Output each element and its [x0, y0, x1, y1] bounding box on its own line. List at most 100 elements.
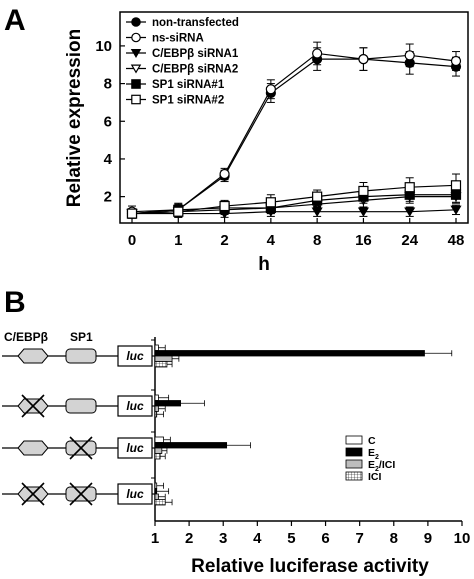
- luc-label: luc: [126, 399, 144, 413]
- x-tick-label: 24: [401, 232, 418, 249]
- x-tick-label: 2: [220, 232, 228, 249]
- data-point: [173, 206, 184, 217]
- bar: [154, 436, 164, 443]
- x-tick-label: 5: [287, 530, 295, 547]
- y-axis-label: Relative expression: [64, 29, 85, 207]
- y-tick-label: 4: [104, 151, 113, 168]
- bar: [154, 361, 168, 368]
- x-tick-label: 4: [253, 530, 262, 547]
- construct-2: luc: [2, 394, 155, 418]
- series-line: [131, 184, 457, 215]
- legend-label: ns-siRNA: [152, 33, 204, 45]
- y-tick-label: 8: [104, 76, 112, 93]
- x-tick-label: 6: [321, 530, 329, 547]
- x-tick-label: 2: [185, 530, 193, 547]
- x-tick-label: 4: [267, 232, 276, 249]
- bar: [154, 394, 159, 401]
- legend-swatch: [345, 471, 363, 481]
- legend-swatch: [345, 435, 363, 445]
- legend-label: C: [368, 435, 376, 447]
- bar: [154, 350, 425, 357]
- series-line: [132, 209, 457, 215]
- legend-label: ICI: [368, 471, 382, 483]
- data-point: [219, 200, 230, 212]
- construct-1: luc: [2, 345, 155, 367]
- legend-swatch: [345, 447, 363, 457]
- data-point: [404, 50, 415, 61]
- series-C: [154, 344, 171, 489]
- data-point: [131, 17, 141, 27]
- legend-label: C/EBPβ siRNA1: [152, 48, 239, 60]
- data-point: [404, 182, 415, 193]
- bar: [154, 447, 163, 454]
- data-point: [404, 207, 416, 217]
- x-tick-label: 48: [448, 232, 465, 249]
- y-tick-label: 6: [104, 113, 112, 130]
- construct-3: luc: [2, 436, 155, 460]
- x-tick-label: 7: [355, 530, 363, 547]
- cebpb-element: [17, 348, 49, 364]
- construct-4: luc: [2, 482, 155, 506]
- panel-a-label: A: [4, 4, 26, 37]
- data-point: [450, 205, 462, 216]
- x-tick-label: 1: [151, 530, 159, 547]
- x-tick-label: 8: [313, 232, 321, 249]
- bar: [154, 453, 161, 460]
- luc-label: luc: [126, 441, 144, 455]
- y-tick-label: 10: [95, 38, 112, 55]
- x-tick-label: 3: [219, 530, 227, 547]
- data-point: [312, 48, 323, 59]
- cebpb-deletion-cross: [21, 482, 45, 506]
- legend-swatch: [345, 459, 363, 469]
- y-tick-label: 2: [104, 189, 112, 206]
- bar: [154, 482, 158, 489]
- data-point: [126, 208, 138, 219]
- x-tick-label: 1: [174, 232, 182, 249]
- luc-label: luc: [126, 487, 144, 501]
- x-tick-label: 16: [355, 232, 372, 249]
- data-point: [265, 84, 276, 95]
- sp1-deletion-cross: [69, 482, 93, 506]
- data-point: [265, 197, 276, 208]
- data-point: [219, 168, 230, 180]
- data-point: [131, 79, 141, 89]
- legend-label: non-transfected: [152, 17, 239, 29]
- legend-label: SP1 siRNA#2: [152, 95, 224, 107]
- legend-label: E2: [368, 447, 379, 461]
- data-point: [358, 53, 369, 65]
- cebpb-label: C/EBPβ: [4, 330, 48, 344]
- bar: [154, 499, 166, 506]
- data-point: [312, 191, 323, 202]
- sp1-label: SP1: [70, 330, 93, 344]
- bar: [154, 411, 158, 418]
- bar: [154, 488, 158, 495]
- cebpb-deletion-cross: [21, 394, 45, 418]
- x-axis-label: Relative luciferase activity: [191, 556, 429, 577]
- series-ICI: [154, 361, 173, 506]
- x-axis-label: h: [258, 254, 270, 275]
- data-point: [450, 180, 462, 191]
- sp1-element: [65, 348, 97, 364]
- data-point: [450, 55, 462, 67]
- series-E2: [154, 350, 453, 495]
- data-point: [131, 94, 141, 105]
- x-tick-label: 0: [128, 232, 136, 249]
- legend-a: non-transfected ns-siRNA C/EBPβ siRNA1 C/EB…: [126, 17, 239, 107]
- data-point: [358, 185, 369, 197]
- series-SP1 siRNA#2: [126, 173, 462, 219]
- legend-label: E2/ICI: [368, 459, 395, 473]
- bar: [154, 355, 173, 362]
- sp1-deletion-cross: [69, 436, 93, 460]
- x-tick-label: 10: [454, 530, 471, 547]
- plot-frame-a: [119, 11, 469, 224]
- legend-label: C/EBPβ siRNA2: [152, 64, 238, 76]
- series-line: [131, 196, 456, 215]
- legend-label: SP1 siRNA#1: [152, 79, 225, 91]
- bar: [154, 405, 159, 412]
- bar: [154, 493, 159, 500]
- data-point: [357, 207, 369, 217]
- x-tick-label: 8: [390, 530, 398, 547]
